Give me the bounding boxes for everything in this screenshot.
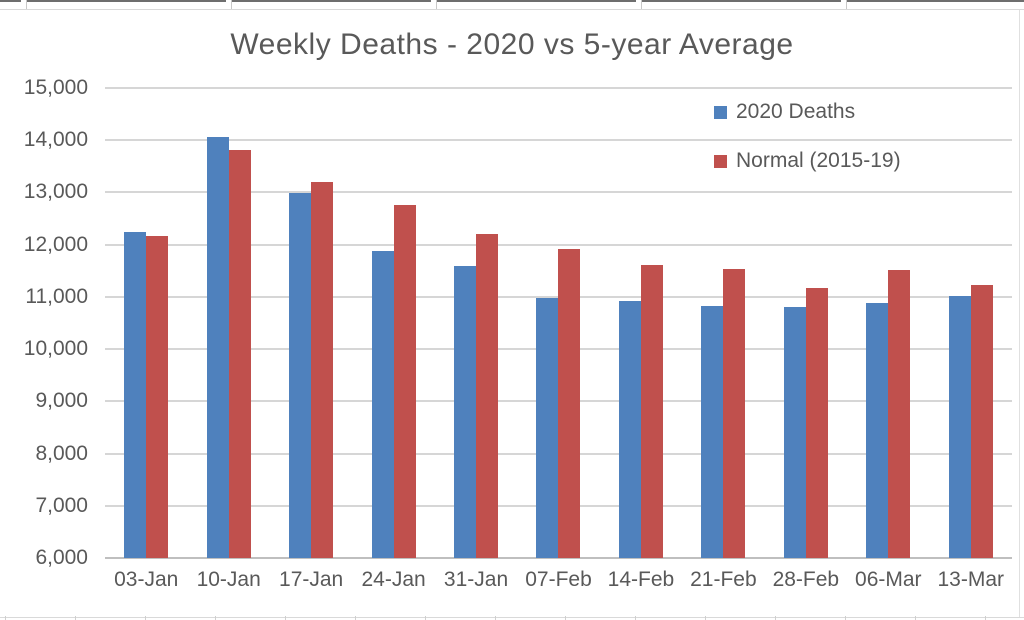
bar-2020-deaths-10-Jan [206,137,229,558]
legend: 2020 Deaths Normal (2015-19) [714,98,901,196]
bar-group-17-Jan [270,88,352,558]
y-tick-label: 8,000 [35,441,88,465]
x-tick-label: 21-Feb [690,568,757,591]
bar-normal-2015-19--07-Feb [558,249,581,558]
legend-item: 2020 Deaths [714,98,901,126]
y-tick-label: 7,000 [35,493,88,517]
plot-area [105,87,1012,559]
legend-label: Normal (2015-19) [736,149,901,172]
bar-normal-2015-19--14-Feb [640,265,663,558]
x-tick-label: 31-Jan [443,568,509,591]
y-tick-label: 13,000 [23,180,88,204]
gridline [105,191,1012,194]
y-axis: 6,000 7,000 8,000 9,000 10,000 11,000 12,000 13… [0,76,88,569]
bar-group-07-Feb [517,88,599,558]
bar-group-10-Jan [187,88,269,558]
bar-2020-deaths-07-Feb [536,297,559,558]
y-tick-label: 11,000 [25,284,88,308]
bar-2020-deaths-03-Jan [124,232,147,558]
top-cell-line [0,9,1024,10]
bar-series-container [105,88,1012,558]
x-tick-label: 24-Jan [361,568,426,591]
bottom-cell-separators [0,616,1024,620]
x-axis: 03-Jan 10-Jan 17-Jan 24-Jan 31-Jan 07-Feb 14-F… [105,568,1012,592]
bar-group-13-Mar [930,88,1012,558]
bar-normal-2015-19--10-Jan [228,149,251,558]
bar-2020-deaths-06-Mar [866,303,889,558]
x-tick-label: 17-Jan [279,568,344,591]
y-tick-label: 9,000 [35,389,88,413]
bar-group-06-Mar [847,88,929,558]
x-tick-label: 06-Mar [855,568,922,591]
y-tick-label: 15,000 [23,76,88,99]
x-tick-label: 03-Jan [114,568,179,591]
bar-2020-deaths-17-Jan [289,192,312,558]
gridline [105,87,1012,89]
bar-group-28-Feb [765,88,847,558]
bar-normal-2015-19--24-Jan [393,204,416,558]
y-tick-label: 14,000 [23,128,88,152]
x-tick-label: 07-Feb [525,568,592,591]
legend-swatch-icon [714,105,727,119]
legend-label: 2020 Deaths [736,100,856,123]
bar-normal-2015-19--28-Feb [805,287,828,558]
spreadsheet-right-cell-border [1019,10,1020,617]
bar-group-31-Jan [435,88,517,558]
bar-2020-deaths-31-Jan [454,265,477,558]
top-cell-separators [0,0,1024,10]
bar-2020-deaths-28-Feb [783,307,806,558]
bar-group-14-Feb [600,88,682,558]
bar-normal-2015-19--13-Mar [970,285,993,558]
bar-normal-2015-19--21-Feb [723,269,746,558]
x-tick-label: 13-Mar [937,568,1005,591]
bar-normal-2015-19--03-Jan [146,236,169,558]
legend-swatch-icon [714,154,727,168]
bar-2020-deaths-13-Mar [948,295,971,558]
bar-2020-deaths-24-Jan [371,250,394,558]
y-tick-label: 12,000 [23,232,88,256]
bar-normal-2015-19--06-Mar [888,270,911,558]
x-tick-label: 14-Feb [607,568,675,591]
bar-group-03-Jan [105,88,187,558]
gridline [105,139,1012,142]
bar-normal-2015-19--17-Jan [311,182,334,558]
x-tick-label: 10-Jan [196,568,261,591]
x-tick-label: 28-Feb [772,568,840,591]
bar-2020-deaths-14-Feb [618,300,641,558]
bar-2020-deaths-21-Feb [701,306,724,558]
bar-normal-2015-19--31-Jan [476,234,499,558]
y-tick-label: 10,000 [23,337,88,361]
y-tick-label: 6,000 [35,546,88,569]
bar-group-21-Feb [682,88,764,558]
gridline [105,243,1012,246]
chart-title: Weekly Deaths - 2020 vs 5-year Average [230,28,794,61]
spreadsheet-top-cell-border [0,0,1024,11]
spreadsheet-bottom-cell-border [0,616,1024,620]
bar-group-24-Jan [352,88,434,558]
legend-item: Normal (2015-19) [714,147,901,175]
x-axis-line [105,557,1012,559]
